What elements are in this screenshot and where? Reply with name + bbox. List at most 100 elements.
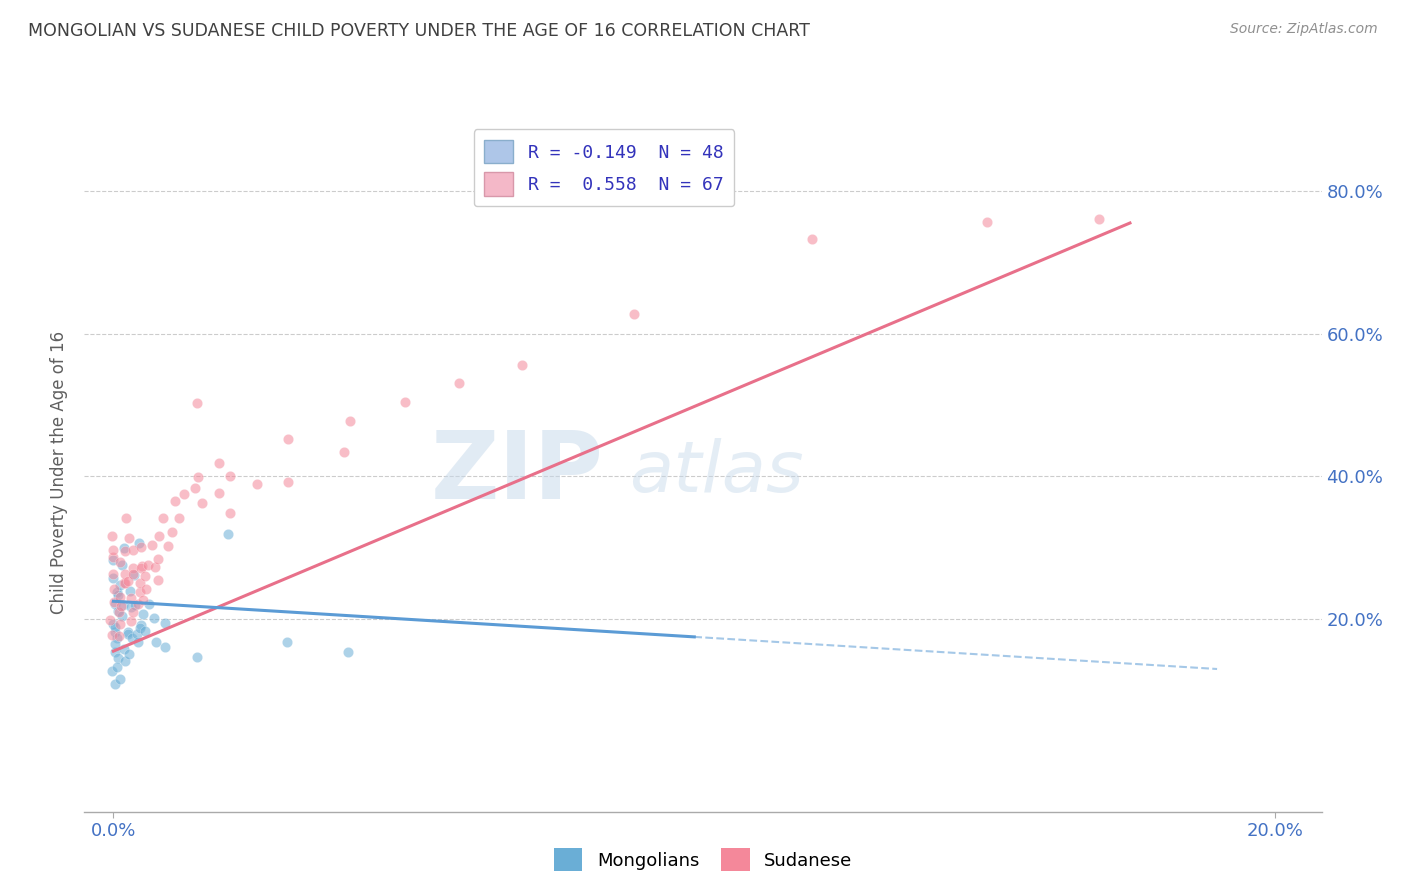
Point bbox=[135, 582, 157, 597]
Point bbox=[121, 605, 143, 619]
Point bbox=[105, 659, 128, 673]
Point bbox=[110, 599, 132, 613]
Point bbox=[120, 615, 142, 629]
Point bbox=[108, 555, 131, 569]
Legend: R = -0.149  N = 48, R =  0.558  N = 67: R = -0.149 N = 48, R = 0.558 N = 67 bbox=[474, 129, 734, 206]
Point bbox=[339, 414, 361, 428]
Point bbox=[186, 649, 208, 664]
Point bbox=[104, 597, 127, 611]
Point bbox=[131, 593, 153, 607]
Point bbox=[152, 510, 174, 524]
Point bbox=[208, 485, 231, 500]
Point bbox=[186, 396, 208, 410]
Point bbox=[246, 477, 269, 491]
Point bbox=[128, 536, 150, 550]
Point bbox=[120, 600, 142, 615]
Point bbox=[120, 584, 142, 599]
Point bbox=[132, 607, 155, 622]
Point bbox=[449, 376, 471, 391]
Point bbox=[108, 673, 131, 687]
Point bbox=[125, 627, 148, 641]
Point bbox=[104, 645, 127, 659]
Point bbox=[107, 588, 129, 602]
Point bbox=[103, 582, 125, 597]
Point bbox=[98, 613, 121, 627]
Point bbox=[101, 553, 124, 567]
Point bbox=[101, 543, 124, 558]
Point bbox=[129, 617, 152, 632]
Point bbox=[121, 631, 143, 645]
Point bbox=[114, 543, 136, 558]
Point bbox=[117, 625, 139, 640]
Point bbox=[276, 634, 298, 648]
Point bbox=[129, 584, 152, 599]
Point bbox=[146, 574, 169, 588]
Point bbox=[146, 551, 169, 566]
Point bbox=[138, 558, 160, 573]
Point bbox=[114, 654, 136, 668]
Point bbox=[101, 628, 124, 642]
Point bbox=[105, 584, 128, 599]
Point bbox=[108, 590, 131, 604]
Point bbox=[101, 665, 124, 679]
Point bbox=[117, 574, 139, 589]
Point bbox=[129, 575, 152, 590]
Point bbox=[333, 445, 356, 459]
Point bbox=[104, 620, 127, 634]
Point bbox=[103, 566, 125, 581]
Point bbox=[337, 645, 360, 659]
Point bbox=[122, 560, 145, 574]
Text: ZIP: ZIP bbox=[432, 426, 605, 519]
Point bbox=[129, 541, 152, 555]
Point bbox=[114, 642, 136, 657]
Point bbox=[217, 527, 239, 541]
Point bbox=[108, 605, 131, 619]
Point bbox=[173, 487, 195, 501]
Point bbox=[155, 640, 177, 655]
Point bbox=[118, 531, 141, 545]
Point bbox=[219, 507, 242, 521]
Point bbox=[143, 610, 166, 624]
Legend: Mongolians, Sudanese: Mongolians, Sudanese bbox=[547, 841, 859, 879]
Point bbox=[145, 635, 167, 649]
Point bbox=[184, 481, 207, 495]
Point bbox=[129, 561, 152, 575]
Point bbox=[510, 358, 533, 372]
Point bbox=[801, 232, 824, 246]
Point bbox=[112, 575, 135, 590]
Point bbox=[114, 575, 136, 590]
Point bbox=[112, 541, 135, 555]
Point bbox=[114, 510, 136, 524]
Point bbox=[134, 569, 156, 583]
Point bbox=[134, 624, 156, 638]
Point bbox=[101, 571, 124, 585]
Point bbox=[169, 510, 191, 524]
Point bbox=[187, 470, 209, 484]
Point bbox=[141, 538, 163, 552]
Point bbox=[138, 597, 160, 611]
Point bbox=[160, 524, 183, 539]
Point bbox=[111, 598, 134, 612]
Point bbox=[117, 626, 139, 640]
Point bbox=[108, 578, 131, 592]
Point bbox=[122, 568, 145, 582]
Point bbox=[118, 648, 141, 662]
Point bbox=[114, 567, 136, 582]
Point bbox=[121, 543, 143, 558]
Point bbox=[219, 469, 242, 483]
Point bbox=[128, 621, 150, 635]
Text: MONGOLIAN VS SUDANESE CHILD POVERTY UNDER THE AGE OF 16 CORRELATION CHART: MONGOLIAN VS SUDANESE CHILD POVERTY UNDE… bbox=[28, 22, 810, 40]
Point bbox=[156, 539, 179, 553]
Y-axis label: Child Poverty Under the Age of 16: Child Poverty Under the Age of 16 bbox=[51, 331, 69, 615]
Point bbox=[127, 635, 149, 649]
Point bbox=[976, 214, 998, 228]
Point bbox=[1088, 211, 1111, 226]
Point bbox=[104, 677, 127, 691]
Point bbox=[103, 595, 125, 609]
Text: Source: ZipAtlas.com: Source: ZipAtlas.com bbox=[1230, 22, 1378, 37]
Point bbox=[107, 651, 129, 665]
Point bbox=[122, 566, 145, 581]
Point bbox=[143, 560, 166, 574]
Point bbox=[105, 631, 128, 645]
Point bbox=[208, 456, 231, 470]
